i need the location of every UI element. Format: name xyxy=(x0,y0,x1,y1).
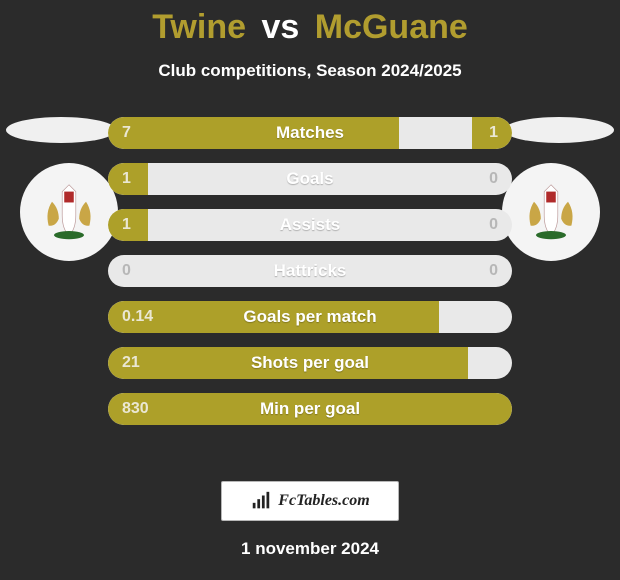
shadow-right xyxy=(504,117,614,143)
crest-icon xyxy=(517,178,585,246)
shadow-left xyxy=(6,117,116,143)
stat-value-right: 1 xyxy=(489,117,498,149)
stat-bar: Assists1 0 xyxy=(108,209,512,241)
stat-label: Min per goal xyxy=(108,393,512,425)
brand-text: FcTables.com xyxy=(278,492,369,510)
club-crest-left xyxy=(20,163,118,261)
stat-bar: Goals per match0.14 xyxy=(108,301,512,333)
stat-value-left: 1 xyxy=(122,209,131,241)
stat-label: Hattricks xyxy=(108,255,512,287)
stat-bar: Shots per goal21 xyxy=(108,347,512,379)
chart-icon xyxy=(250,490,272,512)
stat-label: Shots per goal xyxy=(108,347,512,379)
stat-bar: Matches7 1 xyxy=(108,117,512,149)
subtitle: Club competitions, Season 2024/2025 xyxy=(0,61,620,81)
vs-text: vs xyxy=(261,8,299,46)
stat-label: Matches xyxy=(108,117,512,149)
title: Twine vs McGuane xyxy=(0,0,620,47)
player2-name: McGuane xyxy=(315,8,468,46)
brand-box: FcTables.com xyxy=(221,481,399,521)
stat-bar: Goals1 0 xyxy=(108,163,512,195)
stat-bar: Min per goal830 xyxy=(108,393,512,425)
player1-name: Twine xyxy=(152,8,246,46)
stat-bar: Hattricks0 0 xyxy=(108,255,512,287)
crest-icon xyxy=(35,178,103,246)
stat-label: Goals per match xyxy=(108,301,512,333)
stat-value-left: 0 xyxy=(122,255,131,287)
stat-value-right: 0 xyxy=(489,209,498,241)
stat-value-left: 1 xyxy=(122,163,131,195)
stat-value-right: 0 xyxy=(489,255,498,287)
stat-value-left: 21 xyxy=(122,347,140,379)
stat-bars: Matches71Goals10Assists10Hattricks00Goal… xyxy=(108,117,512,439)
club-crest-right xyxy=(502,163,600,261)
stat-value-left: 830 xyxy=(122,393,149,425)
stat-value-right: 0 xyxy=(489,163,498,195)
comparison-stage: Matches71Goals10Assists10Hattricks00Goal… xyxy=(0,99,620,459)
stat-label: Assists xyxy=(108,209,512,241)
stat-value-left: 0.14 xyxy=(122,301,153,333)
stat-label: Goals xyxy=(108,163,512,195)
date: 1 november 2024 xyxy=(0,539,620,559)
stat-value-left: 7 xyxy=(122,117,131,149)
